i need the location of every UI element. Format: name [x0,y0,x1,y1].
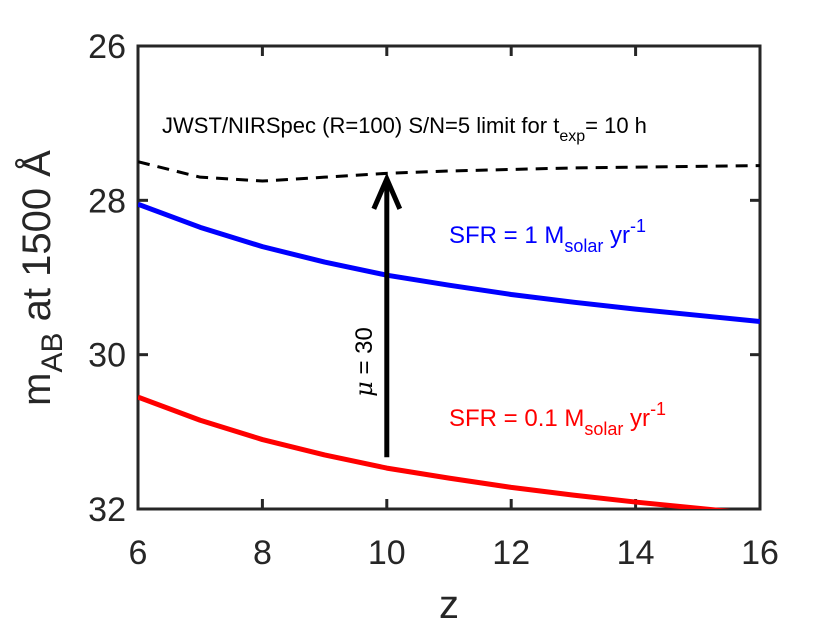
y-tick-label: 28 [88,182,126,220]
x-tick-label: 10 [368,534,406,572]
x-tick-label: 14 [617,534,655,572]
y-tick-label: 30 [88,337,126,375]
x-tick-label: 8 [253,534,272,572]
y-tick-label: 26 [88,28,126,66]
sfr1-label: SFR = 1 Msolar yr-1 [449,216,646,256]
x-axis: 6 8 10 12 14 16 [129,46,779,572]
sfr01-label: SFR = 0.1 Msolar yr-1 [449,399,666,439]
sfr-1-curve [138,201,760,324]
y-axis-label: mAB at 1500 Å [14,150,69,406]
x-tick-label: 12 [492,534,530,572]
y-tick-label: 32 [88,491,126,529]
sfr-0.1-curve [138,394,731,509]
x-tick-label: 16 [741,534,779,572]
series-layer [138,160,760,509]
limit-label: JWST/NIRSpec (R=100) S/N=5 limit for tex… [162,113,647,145]
x-axis-label: z [439,583,459,627]
arrow-head [371,172,403,210]
mu-label: μ = 30 [350,327,378,397]
magnification-arrow [371,172,403,458]
y-axis: 26 28 30 32 [88,28,760,529]
x-tick-label: 6 [129,534,148,572]
limit-curve [138,160,760,183]
